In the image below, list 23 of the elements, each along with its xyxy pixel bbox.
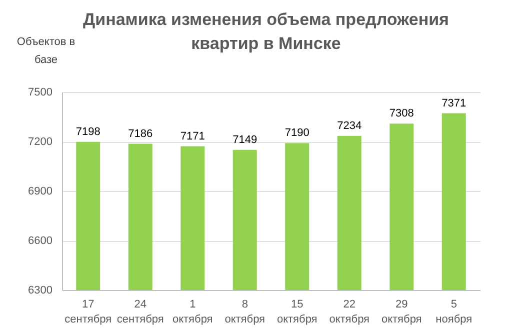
y-tick-label: 7200 bbox=[28, 136, 52, 148]
y-tick-label: 6300 bbox=[28, 284, 52, 296]
x-tick-label: 5 ноября bbox=[436, 298, 472, 326]
x-tick-label: 24 сентября bbox=[116, 298, 164, 326]
y-tick-label: 7500 bbox=[28, 86, 52, 98]
data-label: 7308 bbox=[389, 108, 414, 120]
data-label: 7371 bbox=[442, 97, 466, 110]
data-label: 7190 bbox=[284, 127, 310, 140]
x-tick-label: 17 сентября bbox=[64, 298, 112, 326]
x-tick-label: 22 октября bbox=[329, 298, 370, 326]
data-label: 7171 bbox=[180, 130, 205, 142]
data-label: 7186 bbox=[128, 128, 153, 140]
data-label: 7234 bbox=[337, 120, 362, 132]
y-tick-label: 6600 bbox=[28, 235, 52, 247]
x-tick-label: 8 октября bbox=[224, 298, 266, 326]
chart-title: Динамика изменения объема предложения квартир в Минске bbox=[83, 10, 449, 53]
data-label: 7149 bbox=[232, 134, 258, 146]
y-tick-label: 6900 bbox=[28, 186, 52, 198]
y-axis-title: Объектов в базе bbox=[16, 36, 76, 66]
x-tick-label: 15 октября bbox=[276, 298, 318, 326]
x-tick-label: 1 октября bbox=[172, 298, 213, 326]
x-tick-label: 29 октября bbox=[381, 298, 422, 326]
data-label: 7198 bbox=[76, 126, 100, 138]
